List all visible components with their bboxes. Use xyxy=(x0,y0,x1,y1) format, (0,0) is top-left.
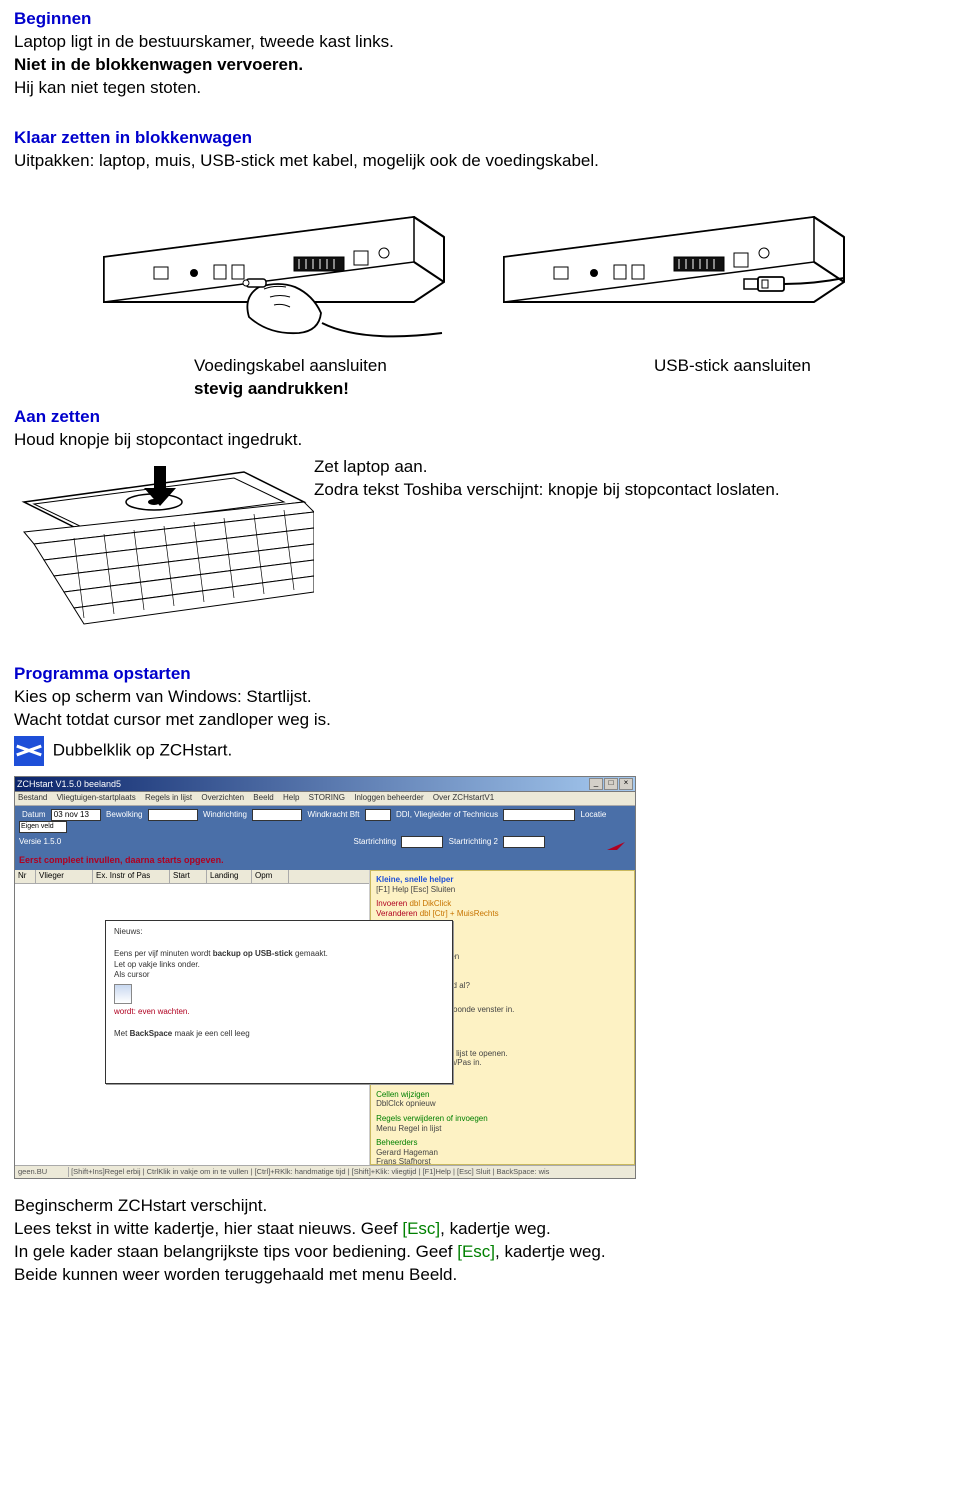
menu-item[interactable]: Help xyxy=(283,793,299,802)
illustration-captions: Voedingskabel aansluiten stevig aandrukk… xyxy=(14,355,946,401)
close-icon[interactable]: × xyxy=(619,778,633,790)
heading-beginnen: Beginnen xyxy=(14,8,946,31)
field-windkracht[interactable] xyxy=(365,809,391,821)
menu-item[interactable]: Over ZCHstartV1 xyxy=(433,793,494,802)
menu-item[interactable]: Inloggen beheerder xyxy=(354,793,423,802)
lbl-bewolking: Bewolking xyxy=(106,810,142,819)
caption-power-l2: stevig aandrukken! xyxy=(194,378,494,401)
programma-line2: Wacht totdat cursor met zandloper weg is… xyxy=(14,709,946,732)
hourglass-icon xyxy=(114,984,132,1004)
lbl-startrichting: Startrichting xyxy=(353,837,396,846)
field-bewolking[interactable] xyxy=(148,809,198,821)
ss-titlebar: ZCHstart V1.5.0 beeland5 _ □ × xyxy=(15,777,635,792)
section-programma: Programma opstarten Kies op scherm van W… xyxy=(14,663,946,766)
programma-line1: Kies op scherm van Windows: Startlijst. xyxy=(14,686,946,709)
beginnen-line1: Laptop ligt in de bestuurskamer, tweede … xyxy=(14,31,946,54)
esc-key: [Esc] xyxy=(457,1242,495,1261)
footer-l4: Beide kunnen weer worden teruggehaald me… xyxy=(14,1264,946,1287)
zchstart-screenshot: ZCHstart V1.5.0 beeland5 _ □ × Bestand V… xyxy=(14,776,636,1179)
menu-item[interactable]: Overzichten xyxy=(201,793,244,802)
lbl-locatie: Locatie xyxy=(581,810,607,819)
heading-programma: Programma opstarten xyxy=(14,663,946,686)
ss-statusbar: geen.BU [Shift+Ins]Regel erbij | CtrlKli… xyxy=(15,1165,635,1178)
section-aanzetten: Aan zetten Houd knopje bij stopcontact i… xyxy=(14,406,946,452)
popup-l3: Als cursor xyxy=(114,970,444,981)
ss-title: ZCHstart V1.5.0 beeland5 xyxy=(17,778,121,790)
ss-redline: Eerst compleet invullen, daarna starts o… xyxy=(15,854,635,870)
popup-l2: Let op vakje links onder. xyxy=(114,960,444,971)
status-right: [Shift+Ins]Regel erbij | CtrlKlik in vak… xyxy=(71,1167,549,1176)
section-klaarzetten: Klaar zetten in blokkenwagen Uitpakken: … xyxy=(14,127,946,173)
zchstart-icon xyxy=(14,736,44,766)
illustration-row xyxy=(94,187,946,347)
section-beginnen: Beginnen Laptop ligt in de bestuurskamer… xyxy=(14,8,946,100)
lbl-windkracht: Windkracht Bft xyxy=(307,810,359,819)
lbl-datum: Datum xyxy=(22,810,46,819)
field-startrichting[interactable] xyxy=(401,836,443,848)
heading-klaarzetten: Klaar zetten in blokkenwagen xyxy=(14,127,946,150)
power-button-illustration xyxy=(14,462,314,632)
col-landing: Landing xyxy=(207,870,252,883)
help-title: Kleine, snelle helper xyxy=(376,875,453,884)
col-instr: Ex. Instr of Pas xyxy=(93,870,170,883)
popup-nieuws-label: Nieuws: xyxy=(114,927,444,938)
beginnen-line3: Hij kan niet tegen stoten. xyxy=(14,77,946,100)
aanzetten-line2: Zet laptop aan. xyxy=(314,456,780,479)
klaarzetten-line1: Uitpakken: laptop, muis, USB-stick met k… xyxy=(14,150,946,173)
ss-toprow: Datum 03 nov 13 Bewolking Windrichting W… xyxy=(15,806,635,854)
menu-item[interactable]: Vliegtuigen-startplaats xyxy=(57,793,136,802)
footer-text: Beginscherm ZCHstart verschijnt. Lees te… xyxy=(14,1195,946,1287)
field-startrichting2[interactable] xyxy=(503,836,545,848)
field-windrichting[interactable] xyxy=(252,809,302,821)
status-left: geen.BU xyxy=(18,1167,69,1177)
glider-icon xyxy=(605,838,627,854)
col-opm: Opm xyxy=(252,870,289,883)
heading-aanzetten: Aan zetten xyxy=(14,406,946,429)
popup-l4: wordt: even wachten. xyxy=(114,1007,444,1018)
help-f1: [F1] Help [Esc] Sluiten xyxy=(376,885,455,894)
popup-l1: Eens per vijf minuten wordt backup op US… xyxy=(114,949,444,960)
maximize-icon[interactable]: □ xyxy=(604,778,618,790)
caption-usb: USB-stick aansluiten xyxy=(654,355,811,378)
footer-l1: Beginscherm ZCHstart verschijnt. xyxy=(14,1195,946,1218)
footer-l3: In gele kader staan belangrijkste tips v… xyxy=(14,1241,946,1264)
popup-l5: Met BackSpace maak je een cell leeg xyxy=(114,1029,444,1040)
col-start: Start xyxy=(170,870,207,883)
ss-colheaders: Nr Vlieger Ex. Instr of Pas Start Landin… xyxy=(15,870,369,884)
lbl-windrichting: Windrichting xyxy=(203,810,247,819)
ss-body: Nr Vlieger Ex. Instr of Pas Start Landin… xyxy=(15,870,635,1165)
menu-item[interactable]: STORING xyxy=(309,793,345,802)
usb-stick-illustration xyxy=(494,187,854,347)
ss-left-panel: Nr Vlieger Ex. Instr of Pas Start Landin… xyxy=(15,870,370,1165)
nieuws-popup: Nieuws: Eens per vijf minuten wordt back… xyxy=(105,920,453,1084)
col-vlieger: Vlieger xyxy=(36,870,93,883)
aanzetten-line3: Zodra tekst Toshiba verschijnt: knopje b… xyxy=(314,479,780,502)
field-ddi[interactable] xyxy=(503,809,575,821)
field-locatie[interactable]: Eigen veld xyxy=(19,821,67,833)
menu-item[interactable]: Bestand xyxy=(18,793,47,802)
minimize-icon[interactable]: _ xyxy=(589,778,603,790)
lbl-ddi: DDI, Vliegleider of Technicus xyxy=(396,810,498,819)
aanzetten-line1: Houd knopje bij stopcontact ingedrukt. xyxy=(14,429,946,452)
power-cable-illustration xyxy=(94,187,454,347)
programma-line3: Dubbelklik op ZCHstart. xyxy=(53,741,233,760)
esc-key: [Esc] xyxy=(402,1219,440,1238)
footer-l2: Lees tekst in witte kadertje, hier staat… xyxy=(14,1218,946,1241)
ss-menubar[interactable]: Bestand Vliegtuigen-startplaats Regels i… xyxy=(15,792,635,806)
lbl-startrichting2: Startrichting 2 xyxy=(449,837,498,846)
menu-item[interactable]: Regels in lijst xyxy=(145,793,192,802)
beginnen-line2: Niet in de blokkenwagen vervoeren. xyxy=(14,54,946,77)
ss-versie: Versie 1.5.0 xyxy=(19,837,61,846)
col-nr: Nr xyxy=(15,870,36,883)
menu-item[interactable]: Beeld xyxy=(253,793,273,802)
field-datum[interactable]: 03 nov 13 xyxy=(51,809,101,821)
caption-power-l1: Voedingskabel aansluiten xyxy=(194,355,494,378)
